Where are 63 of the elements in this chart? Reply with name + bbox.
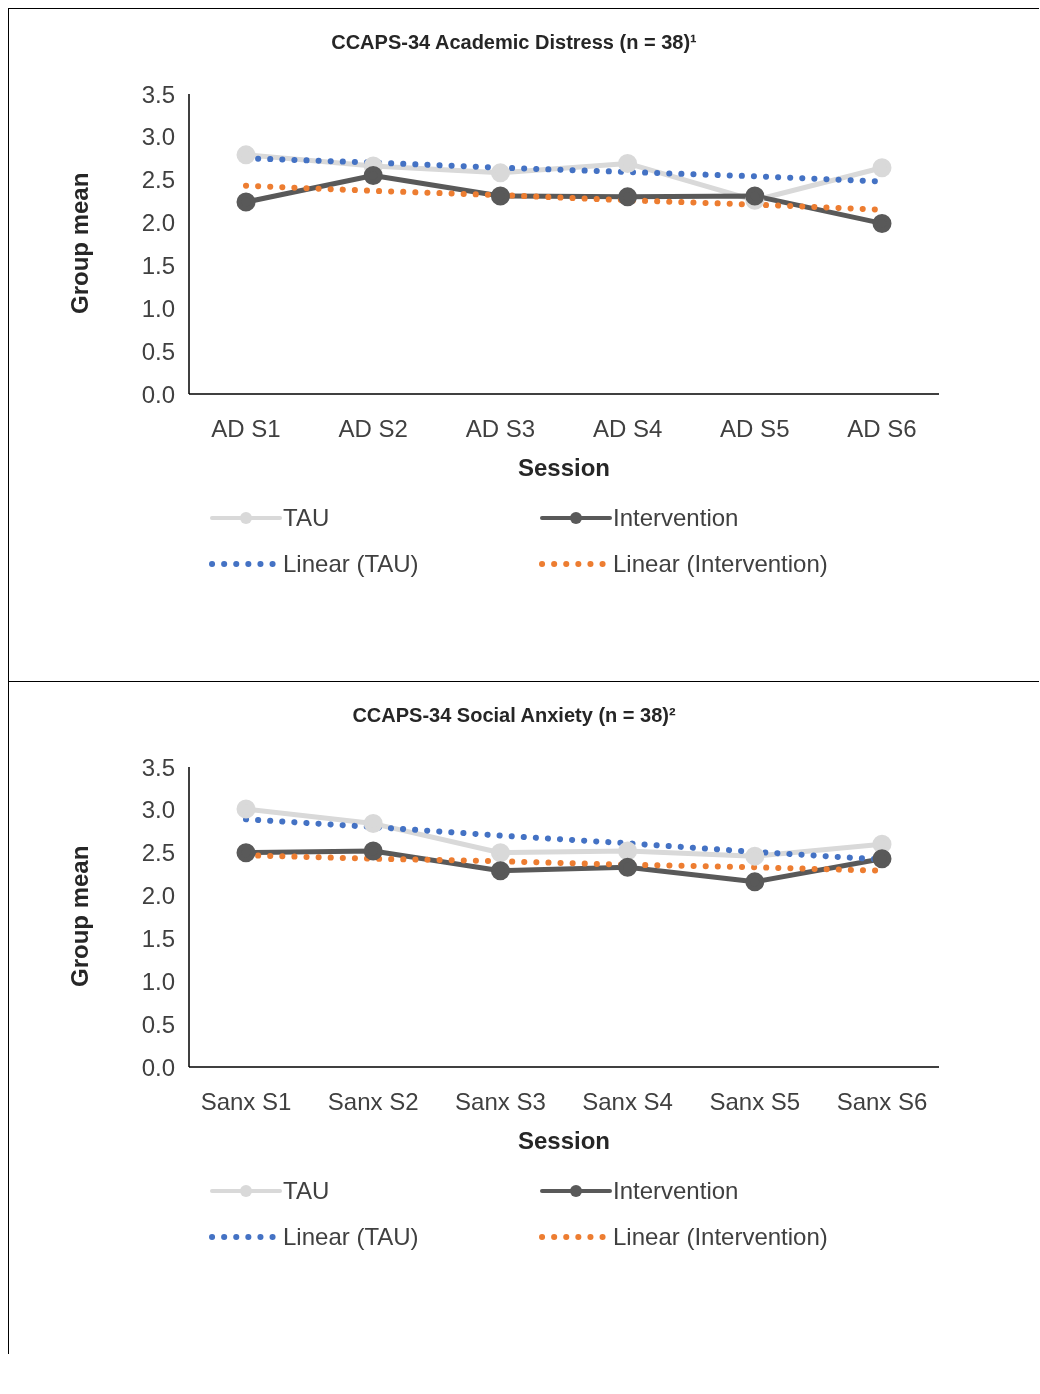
y-tick-label: 2.0 (141, 209, 175, 237)
x-tick-label: AD S2 (338, 415, 408, 443)
point (236, 843, 256, 863)
y-tick-label: 2.0 (141, 882, 175, 910)
point (618, 841, 638, 861)
y-tick-label: 1.0 (141, 967, 175, 995)
point (363, 841, 383, 861)
x-tick-label: AD S6 (847, 415, 917, 443)
y-tick-label: 3.5 (141, 80, 175, 108)
legend-label: Intervention (613, 1177, 739, 1205)
legend-label: Linear (Intervention) (613, 1223, 828, 1251)
y-axis-title: Group mean (65, 845, 93, 987)
y-tick-label: 1.5 (141, 251, 175, 279)
chart-title: CCAPS-34 Social Anxiety (n = 38)² (351, 704, 677, 727)
chart-title: CCAPS-34 Academic Distress (n = 38)¹ (330, 31, 698, 54)
point (490, 186, 510, 206)
point (490, 861, 510, 881)
point (872, 849, 892, 869)
y-tick-label: 2.5 (141, 839, 175, 867)
legend-label: TAU (283, 504, 330, 532)
y-tick-label: 1.0 (141, 294, 175, 322)
y-tick-label: 0.5 (141, 1010, 175, 1038)
point (236, 145, 256, 165)
point (872, 158, 892, 178)
point (618, 857, 638, 877)
point (490, 163, 510, 183)
point (872, 213, 892, 233)
point (745, 872, 765, 892)
legend-label: Intervention (613, 504, 739, 532)
point (363, 814, 383, 834)
x-tick-label: Sanx S4 (582, 1088, 673, 1116)
x-tick-label: AD S3 (465, 415, 536, 443)
x-tick-label: Sanx S6 (836, 1088, 928, 1116)
legend-label: Linear (Intervention) (613, 550, 828, 578)
x-axis-title: Session (517, 1127, 611, 1154)
y-tick-label: 0.5 (141, 337, 175, 365)
point (236, 192, 256, 212)
y-tick-label: 3.0 (141, 796, 175, 824)
y-tick-label: 0.0 (141, 380, 175, 408)
point (490, 843, 510, 863)
y-tick-label: 0.0 (141, 1053, 175, 1081)
point (618, 187, 638, 207)
y-tick-label: 3.0 (141, 123, 175, 151)
legend-label: Linear (TAU) (283, 550, 419, 578)
x-tick-label: Sanx S1 (200, 1088, 292, 1116)
point (618, 153, 638, 173)
legend-label: TAU (283, 1177, 330, 1205)
x-tick-label: AD S1 (211, 415, 281, 443)
point (236, 799, 256, 819)
x-axis-title: Session (517, 454, 611, 481)
y-tick-label: 2.5 (141, 166, 175, 194)
x-tick-label: AD S4 (592, 415, 663, 443)
x-tick-label: Sanx S3 (455, 1088, 546, 1116)
x-tick-label: AD S5 (720, 415, 790, 443)
y-tick-label: 1.5 (141, 924, 175, 952)
legend-label: Linear (TAU) (283, 1223, 419, 1251)
y-tick-label: 3.5 (141, 753, 175, 781)
x-tick-label: Sanx S2 (327, 1088, 419, 1116)
point (872, 834, 892, 854)
point (745, 846, 765, 866)
point (363, 165, 383, 185)
x-tick-label: Sanx S5 (709, 1088, 801, 1116)
y-axis-title: Group mean (65, 172, 93, 314)
